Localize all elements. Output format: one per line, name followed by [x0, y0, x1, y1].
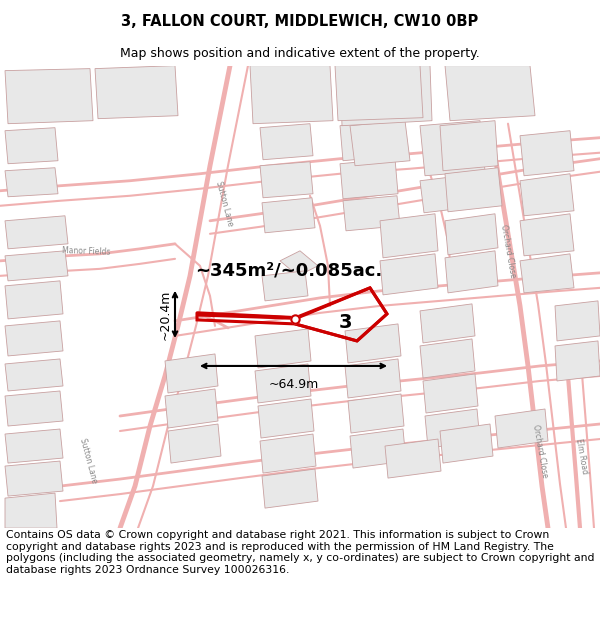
- Polygon shape: [420, 174, 482, 213]
- Polygon shape: [262, 271, 308, 301]
- Text: 3: 3: [338, 313, 352, 332]
- Text: Orchard Close: Orchard Close: [531, 424, 549, 478]
- Polygon shape: [5, 168, 58, 197]
- Polygon shape: [380, 254, 438, 295]
- Polygon shape: [520, 254, 574, 293]
- Polygon shape: [420, 304, 475, 343]
- Text: Elm Road: Elm Road: [574, 438, 590, 474]
- Polygon shape: [165, 389, 218, 428]
- Text: ~20.4m: ~20.4m: [159, 289, 172, 339]
- Polygon shape: [345, 324, 401, 363]
- Polygon shape: [262, 198, 315, 232]
- Polygon shape: [445, 214, 498, 255]
- Polygon shape: [5, 493, 57, 528]
- Text: Sutton Lane: Sutton Lane: [77, 438, 98, 484]
- Polygon shape: [5, 359, 63, 391]
- Polygon shape: [5, 461, 63, 496]
- Polygon shape: [5, 281, 63, 319]
- Polygon shape: [385, 439, 441, 478]
- Polygon shape: [420, 121, 485, 176]
- Text: Sutton Lane: Sutton Lane: [214, 180, 235, 228]
- Polygon shape: [340, 66, 432, 126]
- Polygon shape: [255, 329, 311, 368]
- Text: Manor Fields: Manor Fields: [62, 246, 110, 257]
- Polygon shape: [5, 391, 63, 426]
- Polygon shape: [380, 214, 438, 258]
- Text: Orchard Close: Orchard Close: [499, 224, 517, 278]
- Polygon shape: [345, 359, 401, 398]
- Polygon shape: [555, 341, 600, 381]
- Polygon shape: [5, 321, 63, 356]
- Polygon shape: [343, 196, 400, 231]
- Polygon shape: [445, 168, 502, 212]
- Polygon shape: [5, 429, 63, 463]
- Text: ~345m²/~0.085ac.: ~345m²/~0.085ac.: [195, 262, 382, 280]
- Polygon shape: [5, 127, 58, 164]
- Polygon shape: [445, 66, 535, 121]
- Polygon shape: [165, 354, 218, 393]
- Text: ~64.9m: ~64.9m: [268, 378, 319, 391]
- Polygon shape: [495, 409, 548, 448]
- Polygon shape: [520, 214, 574, 256]
- Polygon shape: [440, 424, 493, 463]
- Polygon shape: [260, 162, 313, 198]
- Polygon shape: [350, 121, 410, 166]
- Polygon shape: [260, 434, 316, 473]
- Polygon shape: [423, 374, 478, 413]
- Polygon shape: [258, 399, 314, 438]
- Polygon shape: [348, 394, 404, 433]
- Text: Map shows position and indicative extent of the property.: Map shows position and indicative extent…: [120, 48, 480, 60]
- Polygon shape: [420, 339, 475, 378]
- Polygon shape: [350, 429, 406, 468]
- Polygon shape: [335, 66, 423, 121]
- Polygon shape: [168, 424, 221, 463]
- Polygon shape: [255, 364, 311, 403]
- Polygon shape: [340, 121, 398, 161]
- Polygon shape: [555, 301, 600, 341]
- Polygon shape: [262, 469, 318, 508]
- Polygon shape: [425, 409, 480, 448]
- Polygon shape: [340, 159, 398, 199]
- Polygon shape: [520, 131, 574, 176]
- Polygon shape: [260, 124, 313, 160]
- Polygon shape: [250, 66, 333, 124]
- Polygon shape: [520, 174, 574, 216]
- Text: Contains OS data © Crown copyright and database right 2021. This information is : Contains OS data © Crown copyright and d…: [6, 530, 595, 575]
- Polygon shape: [440, 121, 498, 171]
- Text: 3, FALLON COURT, MIDDLEWICH, CW10 0BP: 3, FALLON COURT, MIDDLEWICH, CW10 0BP: [121, 14, 479, 29]
- Polygon shape: [95, 66, 178, 119]
- Polygon shape: [5, 216, 68, 249]
- Polygon shape: [5, 251, 68, 281]
- Polygon shape: [280, 251, 318, 276]
- Polygon shape: [445, 251, 498, 293]
- Polygon shape: [5, 69, 93, 124]
